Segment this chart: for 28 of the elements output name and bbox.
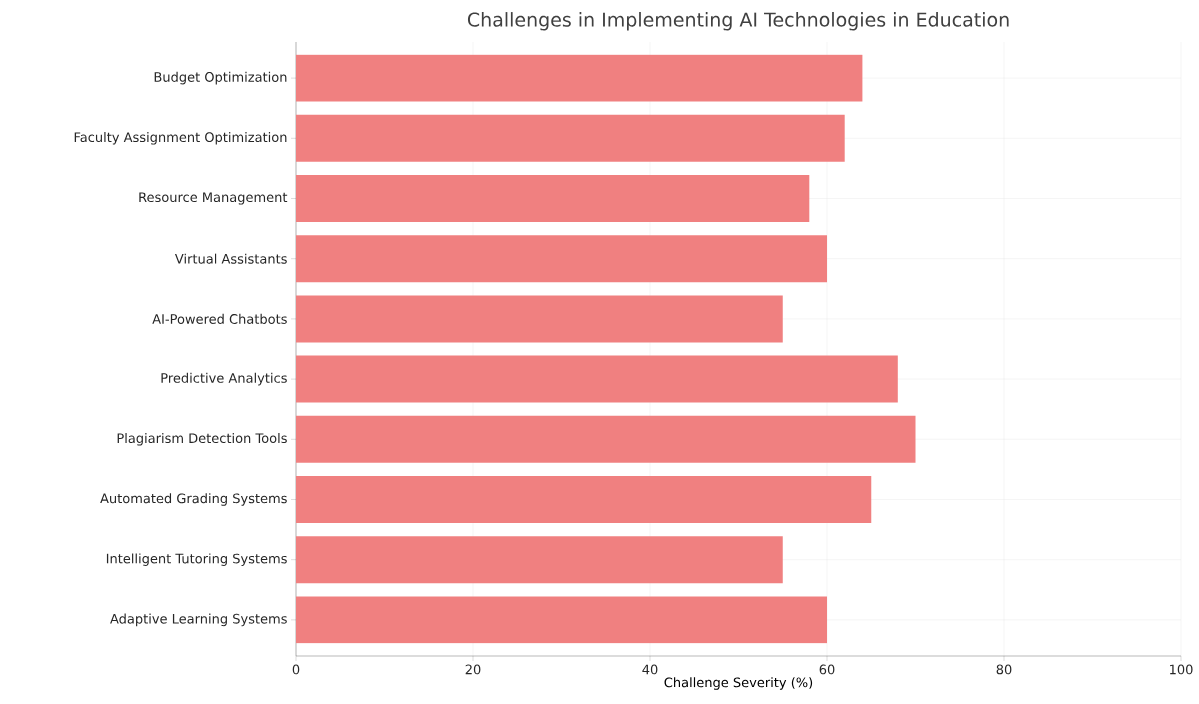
y-tick-label: Automated Grading Systems bbox=[100, 493, 287, 506]
x-tick-label: 40 bbox=[642, 664, 658, 675]
y-tick-label: Budget Optimization bbox=[154, 71, 287, 85]
y-tick-label: Virtual Assistants bbox=[174, 253, 287, 264]
y-tick-label: Resource Management bbox=[139, 192, 288, 205]
y-tick-label: Adaptive Learning Systems bbox=[110, 613, 287, 627]
bar bbox=[296, 235, 828, 283]
bar bbox=[296, 295, 783, 343]
bar bbox=[296, 476, 872, 523]
y-tick-label: Plagiarism Detection Tools bbox=[117, 433, 287, 446]
x-tick-label: 20 bbox=[465, 664, 481, 675]
bar bbox=[296, 355, 898, 403]
bar bbox=[296, 175, 810, 222]
y-tick-label: Faculty Assignment Optimization bbox=[74, 132, 287, 145]
x-tick-label: 100 bbox=[1170, 664, 1193, 675]
y-tick-label: Intelligent Tutoring Systems bbox=[106, 553, 287, 566]
x-tick-label: 60 bbox=[819, 664, 835, 675]
x-axis-title: Challenge Severity (%) bbox=[664, 677, 813, 690]
bar bbox=[296, 415, 916, 463]
bar bbox=[296, 536, 783, 584]
y-tick-label: Predictive Analytics bbox=[161, 372, 287, 386]
bar bbox=[296, 114, 845, 162]
bar bbox=[296, 596, 828, 644]
x-tick-label: 80 bbox=[996, 664, 1012, 675]
chart-title: Challenges in Implementing AI Technologies in Education bbox=[467, 12, 1009, 31]
y-tick-label: AI-Powered Chatbots bbox=[152, 313, 287, 324]
x-tick-label: 0 bbox=[292, 664, 300, 675]
bar bbox=[296, 54, 863, 102]
